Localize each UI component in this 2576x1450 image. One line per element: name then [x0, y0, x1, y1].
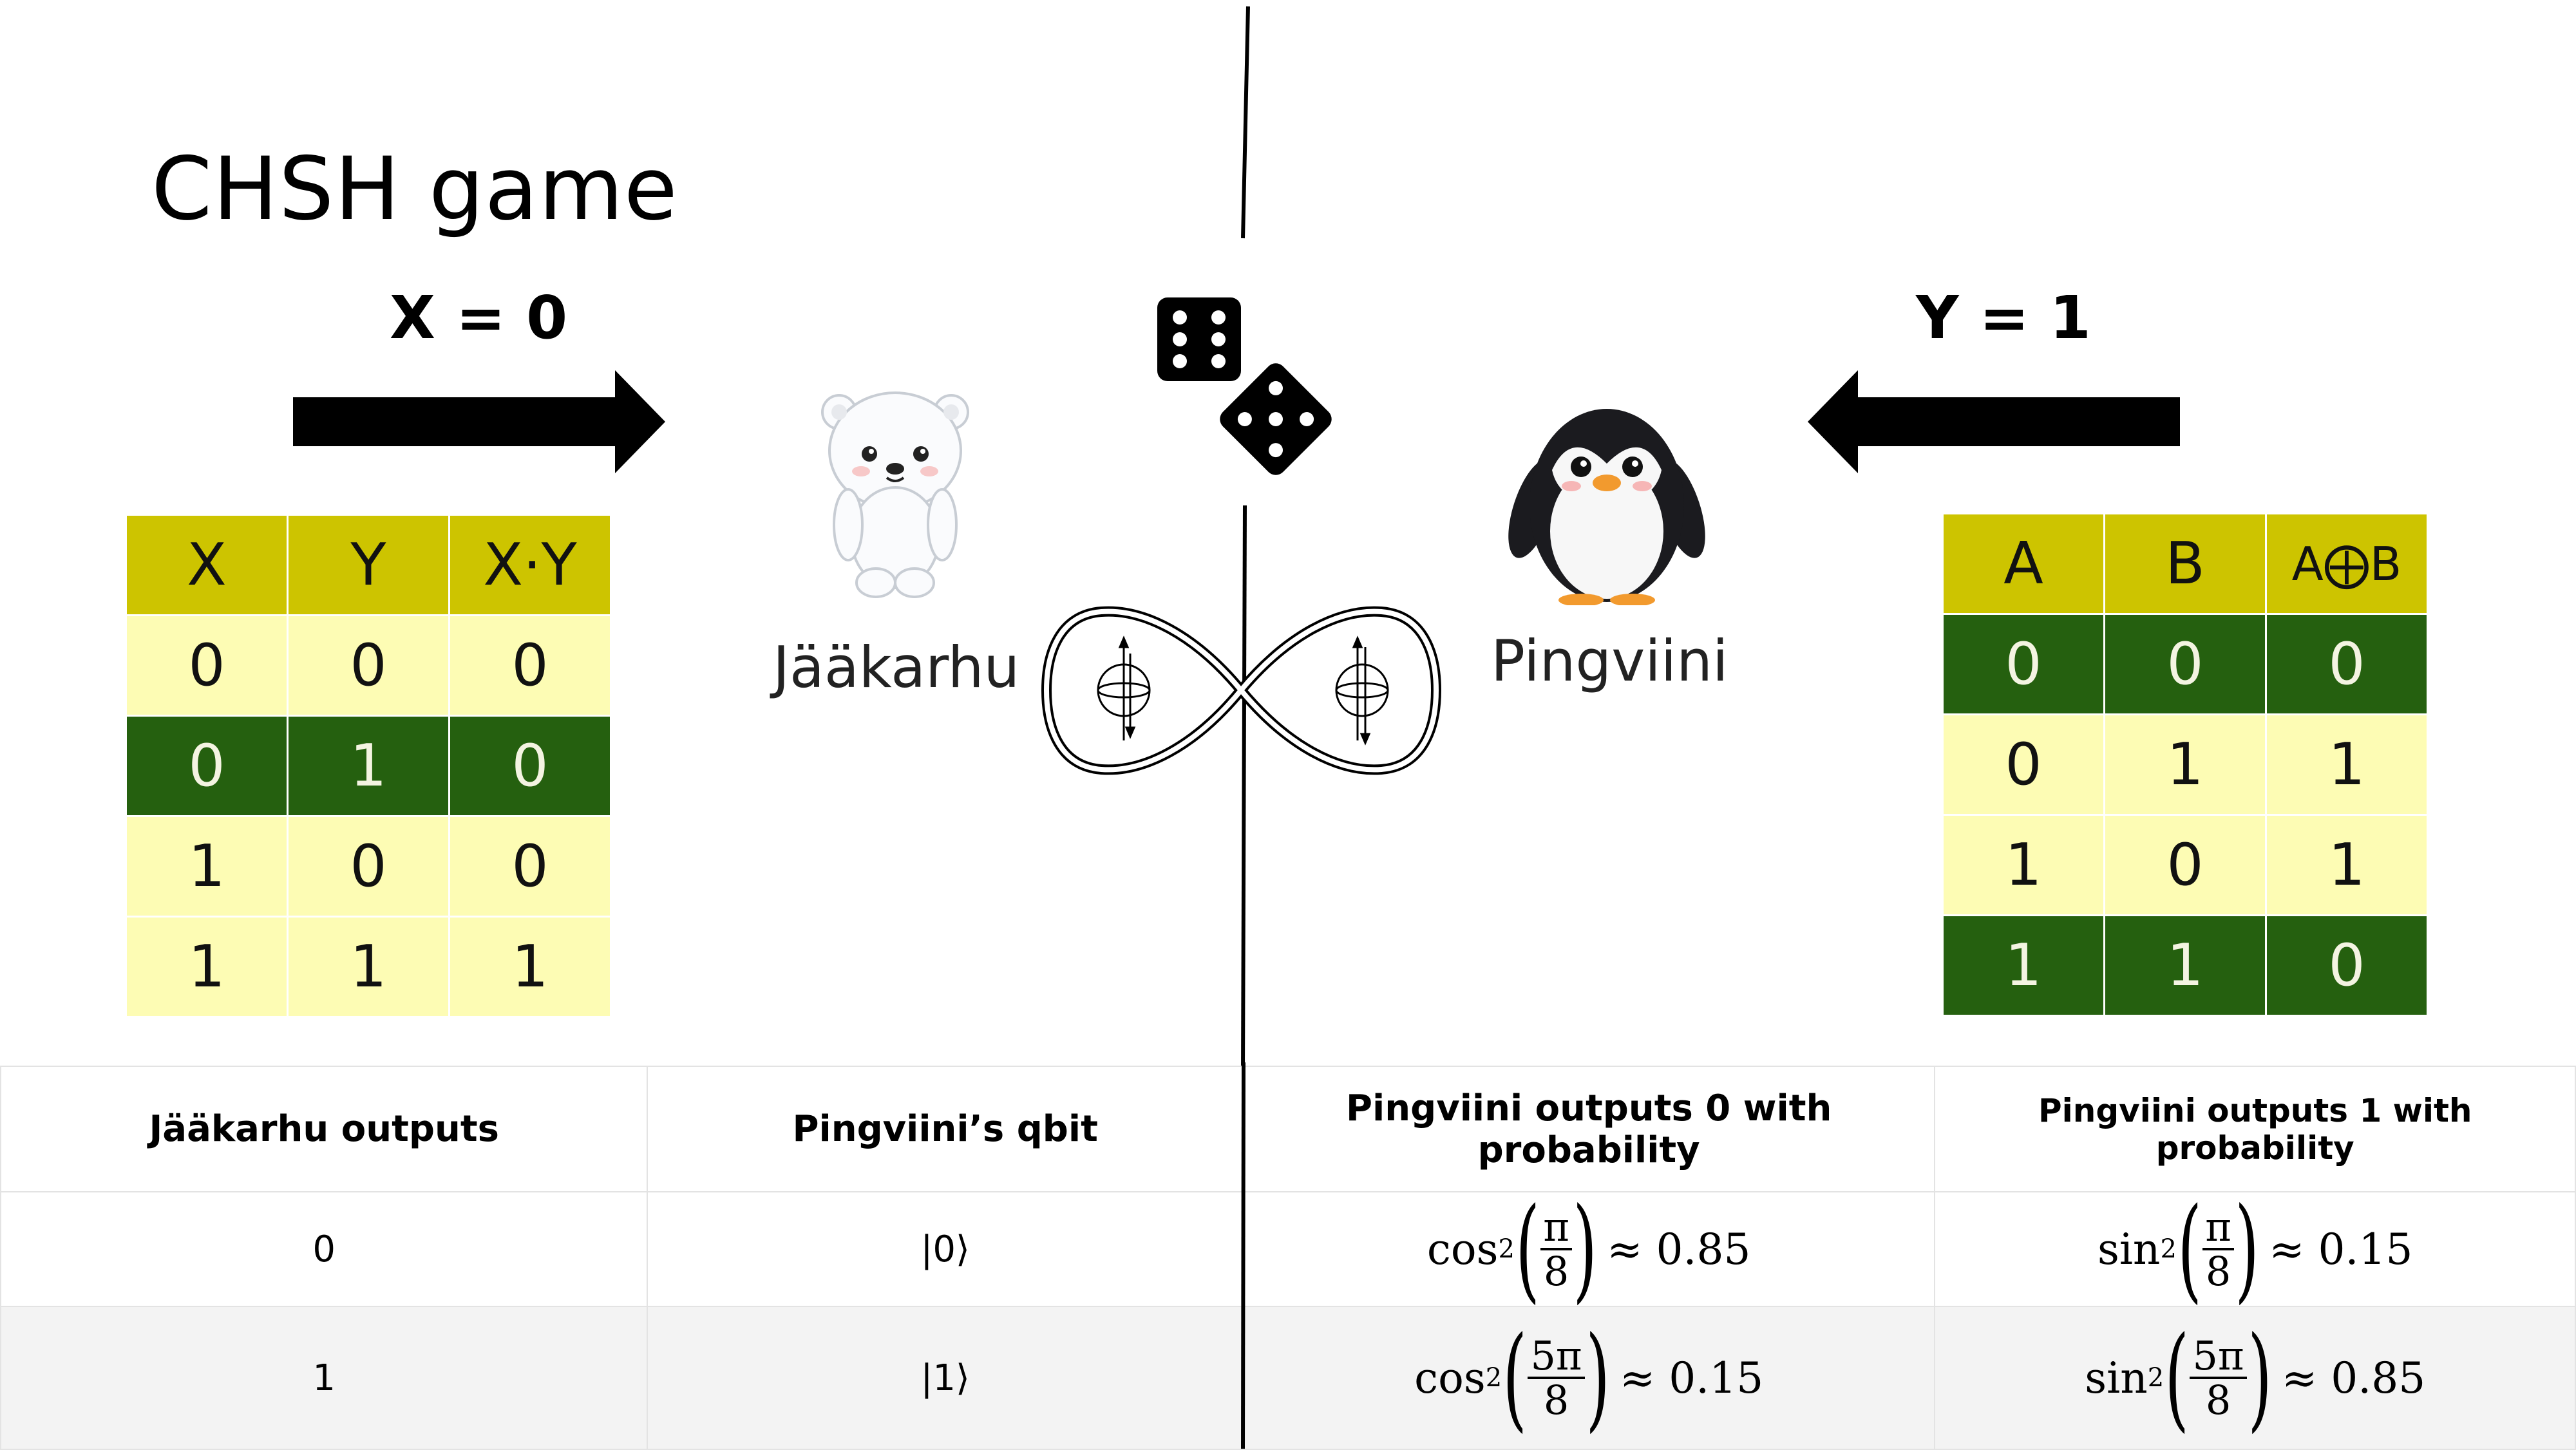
table-row: 1 1 0 [1942, 914, 2429, 1017]
table-cell: 1 [125, 815, 289, 918]
dice-icon [1157, 297, 1332, 475]
table-cell: 0 [448, 614, 612, 717]
table-header-cell: X·Y [448, 514, 612, 616]
table-cell: 1 [287, 916, 450, 1018]
table-cell: 0 [287, 815, 450, 918]
table-cell: 1 [448, 916, 612, 1018]
table-row: 1 1 1 [125, 916, 612, 1018]
arrow-right-icon [293, 370, 665, 473]
table-row: 0 0 0 [1942, 613, 2429, 715]
table-cell: 0 [2265, 613, 2429, 715]
y-input-label: Y = 1 [1916, 283, 2091, 352]
table-header-cell: A⨁B [2265, 513, 2429, 615]
table-cell: 0 [287, 614, 450, 717]
right-player-name: Pingviini [1491, 628, 1728, 694]
table-cell: 1 [2265, 814, 2429, 916]
penguin-icon [1508, 409, 1705, 605]
polar-bear-icon [821, 391, 969, 598]
table-cell: 1 [125, 916, 289, 1018]
table-cell: 0 [2103, 814, 2267, 916]
table-cell: 0 [448, 715, 612, 817]
table-cell: 0 [125, 614, 289, 717]
table-cell: 0 [0, 1191, 649, 1307]
qubit-icon [1097, 636, 1151, 740]
table-cell: cos 2 ( 5π 8 ) ≈ 0.15 [1242, 1306, 1936, 1450]
x-input-label: X = 0 [390, 283, 568, 352]
table-cell: |1⟩ [647, 1306, 1244, 1450]
left-player-name: Jääkarhu [773, 634, 1020, 701]
probability-formula: cos 2 ( 5π 8 ) ≈ 0.15 [1414, 1312, 1764, 1444]
entanglement-infinity-icon [1041, 606, 1442, 775]
table-cell: 1 [287, 715, 450, 817]
table-cell: 0 [1942, 713, 2105, 816]
center-divider-lower [1241, 1062, 1245, 1449]
table-row: 1 0 1 [1942, 814, 2429, 916]
table-cell: 1 [1942, 814, 2105, 916]
table-header-cell: Jääkarhu outputs [0, 1066, 649, 1192]
table-header-cell: Pingviini outputs 0 with probability [1242, 1066, 1936, 1192]
ab-truth-table: A B A⨁B 0 0 0 0 1 1 1 0 1 1 1 0 [1942, 513, 2429, 1017]
table-cell: 1 [1942, 914, 2105, 1017]
table-header-row: A B A⨁B [1942, 513, 2429, 615]
table-row: 0 1 1 [1942, 713, 2429, 816]
table-header-cell: Pingviini outputs 1 with probability [1934, 1066, 2576, 1192]
table-cell: 1 [2103, 914, 2267, 1017]
table-cell: 1 [2103, 713, 2267, 816]
table-cell: 1 [2265, 713, 2429, 816]
qubit-icon [1335, 636, 1389, 746]
probability-table: Jääkarhu outputs Pingviini’s qbit Pingvi… [0, 1066, 2576, 1450]
table-header-cell: Y [287, 514, 450, 616]
page-title: CHSH game [151, 138, 678, 240]
table-cell: 0 [448, 815, 612, 918]
arrow-left-icon [1808, 370, 2180, 473]
table-row: 0 1 0 [125, 715, 612, 817]
table-cell: 0 [2265, 914, 2429, 1017]
table-cell: 0 [125, 715, 289, 817]
table-row: 0 0 0 [125, 614, 612, 717]
table-header-cell: B [2103, 513, 2267, 615]
table-header-cell: A [1942, 513, 2105, 615]
table-row: 1 0 0 [125, 815, 612, 918]
xy-truth-table: X Y X·Y 0 0 0 0 1 0 1 0 0 1 1 1 [125, 514, 612, 1018]
table-header-row: Jääkarhu outputs Pingviini’s qbit Pingvi… [0, 1066, 2576, 1192]
table-cell: sin 2 ( 5π 8 ) ≈ 0.85 [1934, 1306, 2576, 1450]
table-header-cell: X [125, 514, 289, 616]
table-cell: |0⟩ [647, 1191, 1244, 1307]
table-cell: 0 [2103, 613, 2267, 715]
table-cell: 0 [1942, 613, 2105, 715]
table-row: 1 |1⟩ cos 2 ( 5π 8 ) ≈ 0.15 sin 2 ( 5π 8 ) ≈… [0, 1306, 2576, 1450]
table-header-row: X Y X·Y [125, 514, 612, 616]
probability-formula: sin 2 ( 5π 8 ) ≈ 0.85 [2085, 1312, 2426, 1444]
table-header-cell: Pingviini’s qbit [647, 1066, 1244, 1192]
table-cell: 1 [0, 1306, 649, 1450]
